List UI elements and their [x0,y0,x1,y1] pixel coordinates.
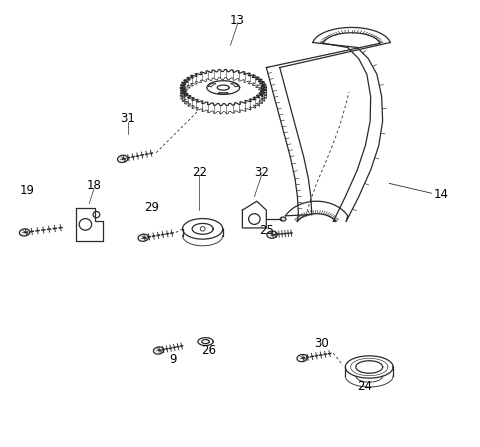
Text: 31: 31 [120,112,135,125]
Ellipse shape [138,234,148,241]
Text: 19: 19 [20,184,35,197]
Ellipse shape [267,231,277,238]
Text: 22: 22 [192,166,207,179]
Text: 25: 25 [259,224,274,236]
Circle shape [200,227,205,231]
Text: 18: 18 [86,179,101,192]
Text: 9: 9 [169,353,177,366]
Text: 29: 29 [144,202,159,215]
Text: 32: 32 [254,166,269,179]
Ellipse shape [19,229,30,236]
Text: 26: 26 [202,344,216,357]
Text: 14: 14 [433,188,448,201]
Ellipse shape [297,354,308,362]
Ellipse shape [154,347,164,354]
Text: 30: 30 [314,337,329,350]
Ellipse shape [118,155,128,163]
Text: 24: 24 [357,380,372,392]
Text: 13: 13 [230,14,245,27]
Ellipse shape [280,217,286,221]
